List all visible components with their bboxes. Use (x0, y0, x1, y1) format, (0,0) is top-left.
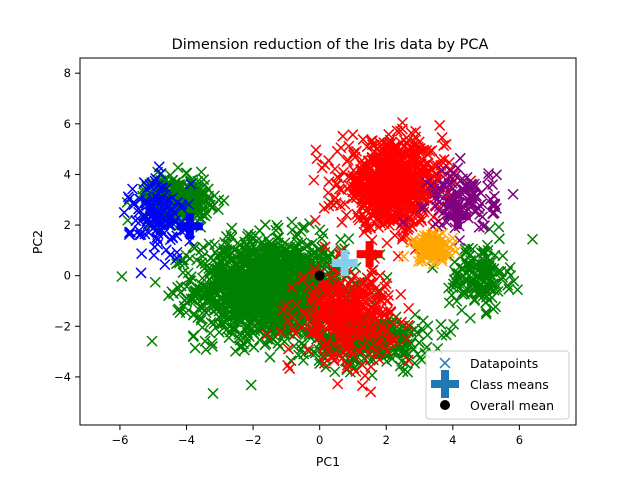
datapoint (148, 249, 160, 261)
datapoint (195, 244, 207, 257)
legend-label-overall-mean: Overall mean (470, 398, 554, 413)
legend-label-datapoints: Datapoints (470, 356, 538, 371)
datapoint (136, 248, 148, 260)
datapoint (343, 233, 355, 245)
datapoint (356, 380, 368, 392)
x-tick-label: 6 (516, 433, 523, 447)
datapoint (149, 276, 161, 288)
datapoint (329, 366, 341, 378)
datapoint (195, 166, 207, 178)
datapoint (359, 370, 371, 382)
datapoint (480, 308, 492, 320)
datapoint (507, 188, 519, 200)
datapoint (395, 288, 407, 300)
datapoint (454, 152, 466, 164)
datapoint (332, 378, 344, 390)
datapoint (526, 233, 539, 245)
datapoint (286, 216, 298, 228)
datapoint (443, 297, 455, 309)
chart-title: Dimension reduction of the Iris data by … (172, 37, 489, 53)
datapoint (174, 307, 186, 319)
datapoint (309, 214, 321, 226)
datapoint (381, 237, 393, 249)
datapoint (273, 232, 285, 244)
y-axis-label: PC2 (30, 230, 45, 254)
x-tick-label: −4 (178, 433, 195, 447)
y-tick-label: 4 (64, 167, 71, 181)
datapoint (337, 130, 349, 142)
datapoint (464, 312, 476, 324)
datapoint (182, 267, 194, 279)
datapoint (396, 116, 408, 129)
datapoint (274, 340, 286, 352)
datapoint (308, 174, 320, 186)
x-tick-label: 2 (383, 433, 390, 447)
x-tick-label: 0 (316, 433, 323, 447)
datapoint (245, 379, 257, 391)
datapoint (159, 259, 171, 271)
datapoint (160, 244, 172, 256)
datapoint (203, 238, 215, 250)
datapoint (380, 277, 392, 290)
datapoint (213, 326, 225, 338)
datapoint (172, 281, 184, 293)
datapoint (223, 332, 235, 344)
y-tick-label: 0 (64, 269, 71, 283)
datapoint (116, 270, 128, 283)
datapoint (284, 363, 296, 375)
datapoint (435, 318, 447, 330)
y-tick-label: 8 (64, 66, 71, 80)
overall-mean-marker (314, 270, 325, 281)
x-axis-label: PC1 (316, 454, 340, 469)
x-axis-ticks: −6 −4 −2 0 2 4 6 (111, 425, 523, 447)
datapoint (206, 340, 218, 352)
datapoint (311, 153, 323, 165)
x-tick-label: 4 (449, 433, 456, 447)
datapoint (248, 341, 260, 353)
datapoint (493, 233, 505, 245)
datapoint (398, 250, 410, 262)
datapoint (329, 163, 341, 175)
datapoint (135, 267, 147, 279)
datapoint (282, 359, 294, 371)
x-tick-label: −6 (111, 433, 128, 447)
datapoint (392, 250, 404, 262)
datapoint (264, 351, 276, 363)
datapoint (403, 302, 415, 314)
datapoint (434, 119, 446, 131)
legend-marker-overall-mean (440, 400, 450, 410)
datapoint (323, 155, 335, 167)
y-axis-ticks: −4 −2 0 2 4 6 8 (54, 66, 80, 384)
y-tick-label: −2 (54, 319, 71, 333)
legend-label-class-means: Class means (470, 377, 549, 392)
datapoint (490, 169, 503, 181)
datapoint (347, 129, 359, 141)
datapoint (298, 221, 310, 233)
datapoint (493, 221, 505, 233)
y-tick-label: −4 (54, 370, 71, 384)
x-tick-label: −2 (245, 433, 262, 447)
datapoint (365, 386, 377, 398)
datapoint (146, 335, 158, 347)
datapoint (189, 342, 201, 354)
datapoint (207, 387, 219, 399)
datapoint (286, 224, 298, 236)
datapoint (175, 280, 187, 292)
legend: Datapoints Class means Overall mean (425, 350, 570, 420)
y-tick-label: 2 (64, 218, 71, 232)
datapoint (254, 225, 266, 237)
datapoint (187, 331, 199, 343)
datapoint (502, 266, 514, 278)
y-tick-label: 6 (64, 117, 71, 131)
